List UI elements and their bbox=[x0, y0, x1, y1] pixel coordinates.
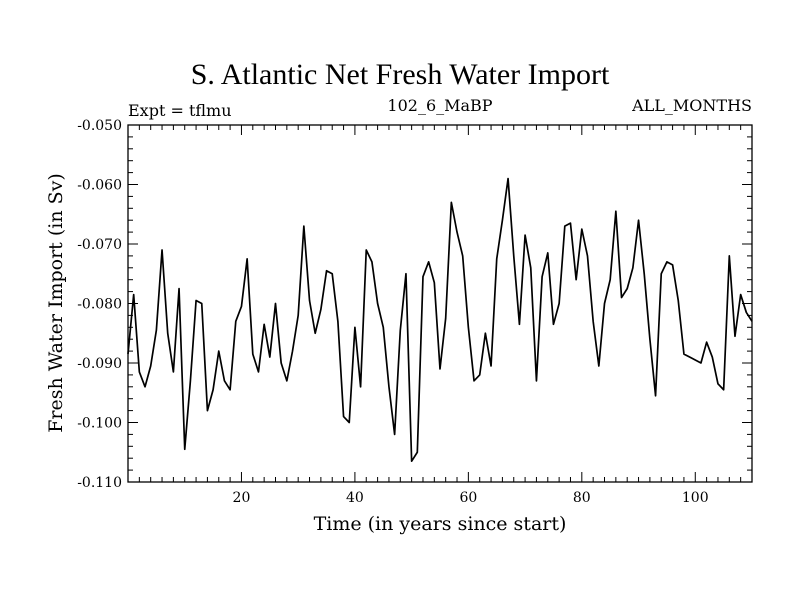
y-tick-label: -0.100 bbox=[77, 416, 122, 432]
months-label: ALL_MONTHS bbox=[632, 96, 752, 115]
plot-frame bbox=[127, 124, 753, 483]
x-axis-title: Time (in years since start) bbox=[314, 513, 567, 535]
y-tick-label: -0.090 bbox=[77, 356, 122, 372]
y-axis-title: Fresh Water Import (in Sv) bbox=[45, 173, 67, 433]
series-line bbox=[127, 177, 753, 463]
y-tick-label: -0.060 bbox=[77, 178, 122, 194]
y-tick-label: -0.080 bbox=[77, 297, 122, 313]
x-tick-labels: 20 40 60 80 100 bbox=[233, 490, 709, 506]
experiment-label: Expt = tflmu bbox=[128, 101, 232, 120]
y-tick-label: -0.050 bbox=[77, 118, 122, 134]
x-tick-label: 60 bbox=[459, 490, 477, 506]
y-tick-label: -0.110 bbox=[77, 475, 122, 491]
y-tick-labels: -0.110 -0.100 -0.090 -0.080 -0.070 -0.060 -0.0… bbox=[77, 118, 122, 491]
axis-ticks bbox=[128, 125, 752, 482]
x-tick-label: 20 bbox=[233, 490, 251, 506]
x-tick-label: 40 bbox=[346, 490, 364, 506]
chart-title: S. Atlantic Net Fresh Water Import bbox=[190, 58, 610, 91]
x-tick-label: 80 bbox=[573, 490, 591, 506]
y-tick-label: -0.070 bbox=[77, 237, 122, 253]
x-tick-label: 100 bbox=[682, 490, 709, 506]
chart-subtitle: 102_6_MaBP bbox=[387, 96, 493, 115]
